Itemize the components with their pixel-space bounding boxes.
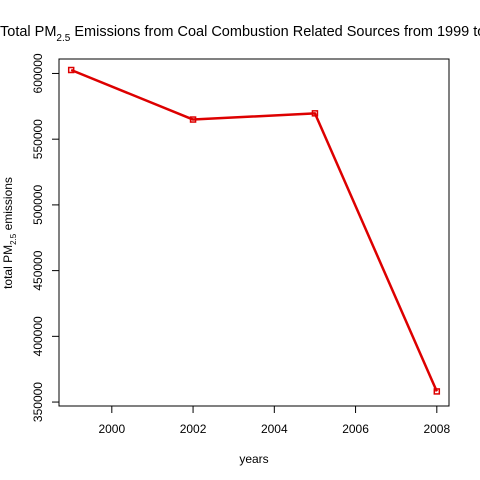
chart-title: Total PM2.5 Emissions from Coal Combusti… bbox=[0, 24, 480, 44]
data-point bbox=[311, 110, 319, 117]
x-tick-label: 2000 bbox=[98, 422, 125, 436]
data-point bbox=[67, 66, 75, 74]
chart-title-prefix: Total PM bbox=[0, 24, 56, 40]
x-tick-label: 2006 bbox=[342, 422, 369, 436]
y-tick-label: 400000 bbox=[31, 316, 45, 356]
x-axis: 2000 2002 2004 2006 2008 bbox=[98, 405, 450, 436]
y-axis-label-subscript: 2.5 bbox=[9, 233, 18, 245]
data-point bbox=[433, 388, 441, 395]
plot-frame bbox=[58, 58, 450, 407]
x-tick-label: 2004 bbox=[261, 422, 288, 436]
y-tick-label: 450000 bbox=[31, 250, 45, 290]
x-axis-label: years bbox=[239, 452, 268, 466]
y-axis-label: total PM2.5 emissions bbox=[1, 177, 18, 289]
data-point bbox=[189, 116, 197, 123]
y-tick-label: 500000 bbox=[31, 185, 45, 225]
data-series bbox=[67, 66, 441, 395]
chart-title-subscript: 2.5 bbox=[56, 33, 70, 44]
y-axis: 350000 400000 450000 500000 550000 600000 bbox=[31, 53, 60, 422]
x-tick-label: 2008 bbox=[423, 422, 450, 436]
y-axis-label-prefix: total PM bbox=[1, 245, 15, 289]
x-tick-label: 2002 bbox=[180, 422, 207, 436]
y-tick-label: 550000 bbox=[31, 119, 45, 159]
y-axis-label-suffix: emissions bbox=[1, 177, 15, 234]
y-tick-label: 350000 bbox=[31, 382, 45, 422]
chart-title-suffix: Emissions from Coal Combustion Related S… bbox=[70, 24, 480, 40]
y-tick-label: 600000 bbox=[31, 53, 45, 93]
series-line bbox=[70, 68, 438, 392]
